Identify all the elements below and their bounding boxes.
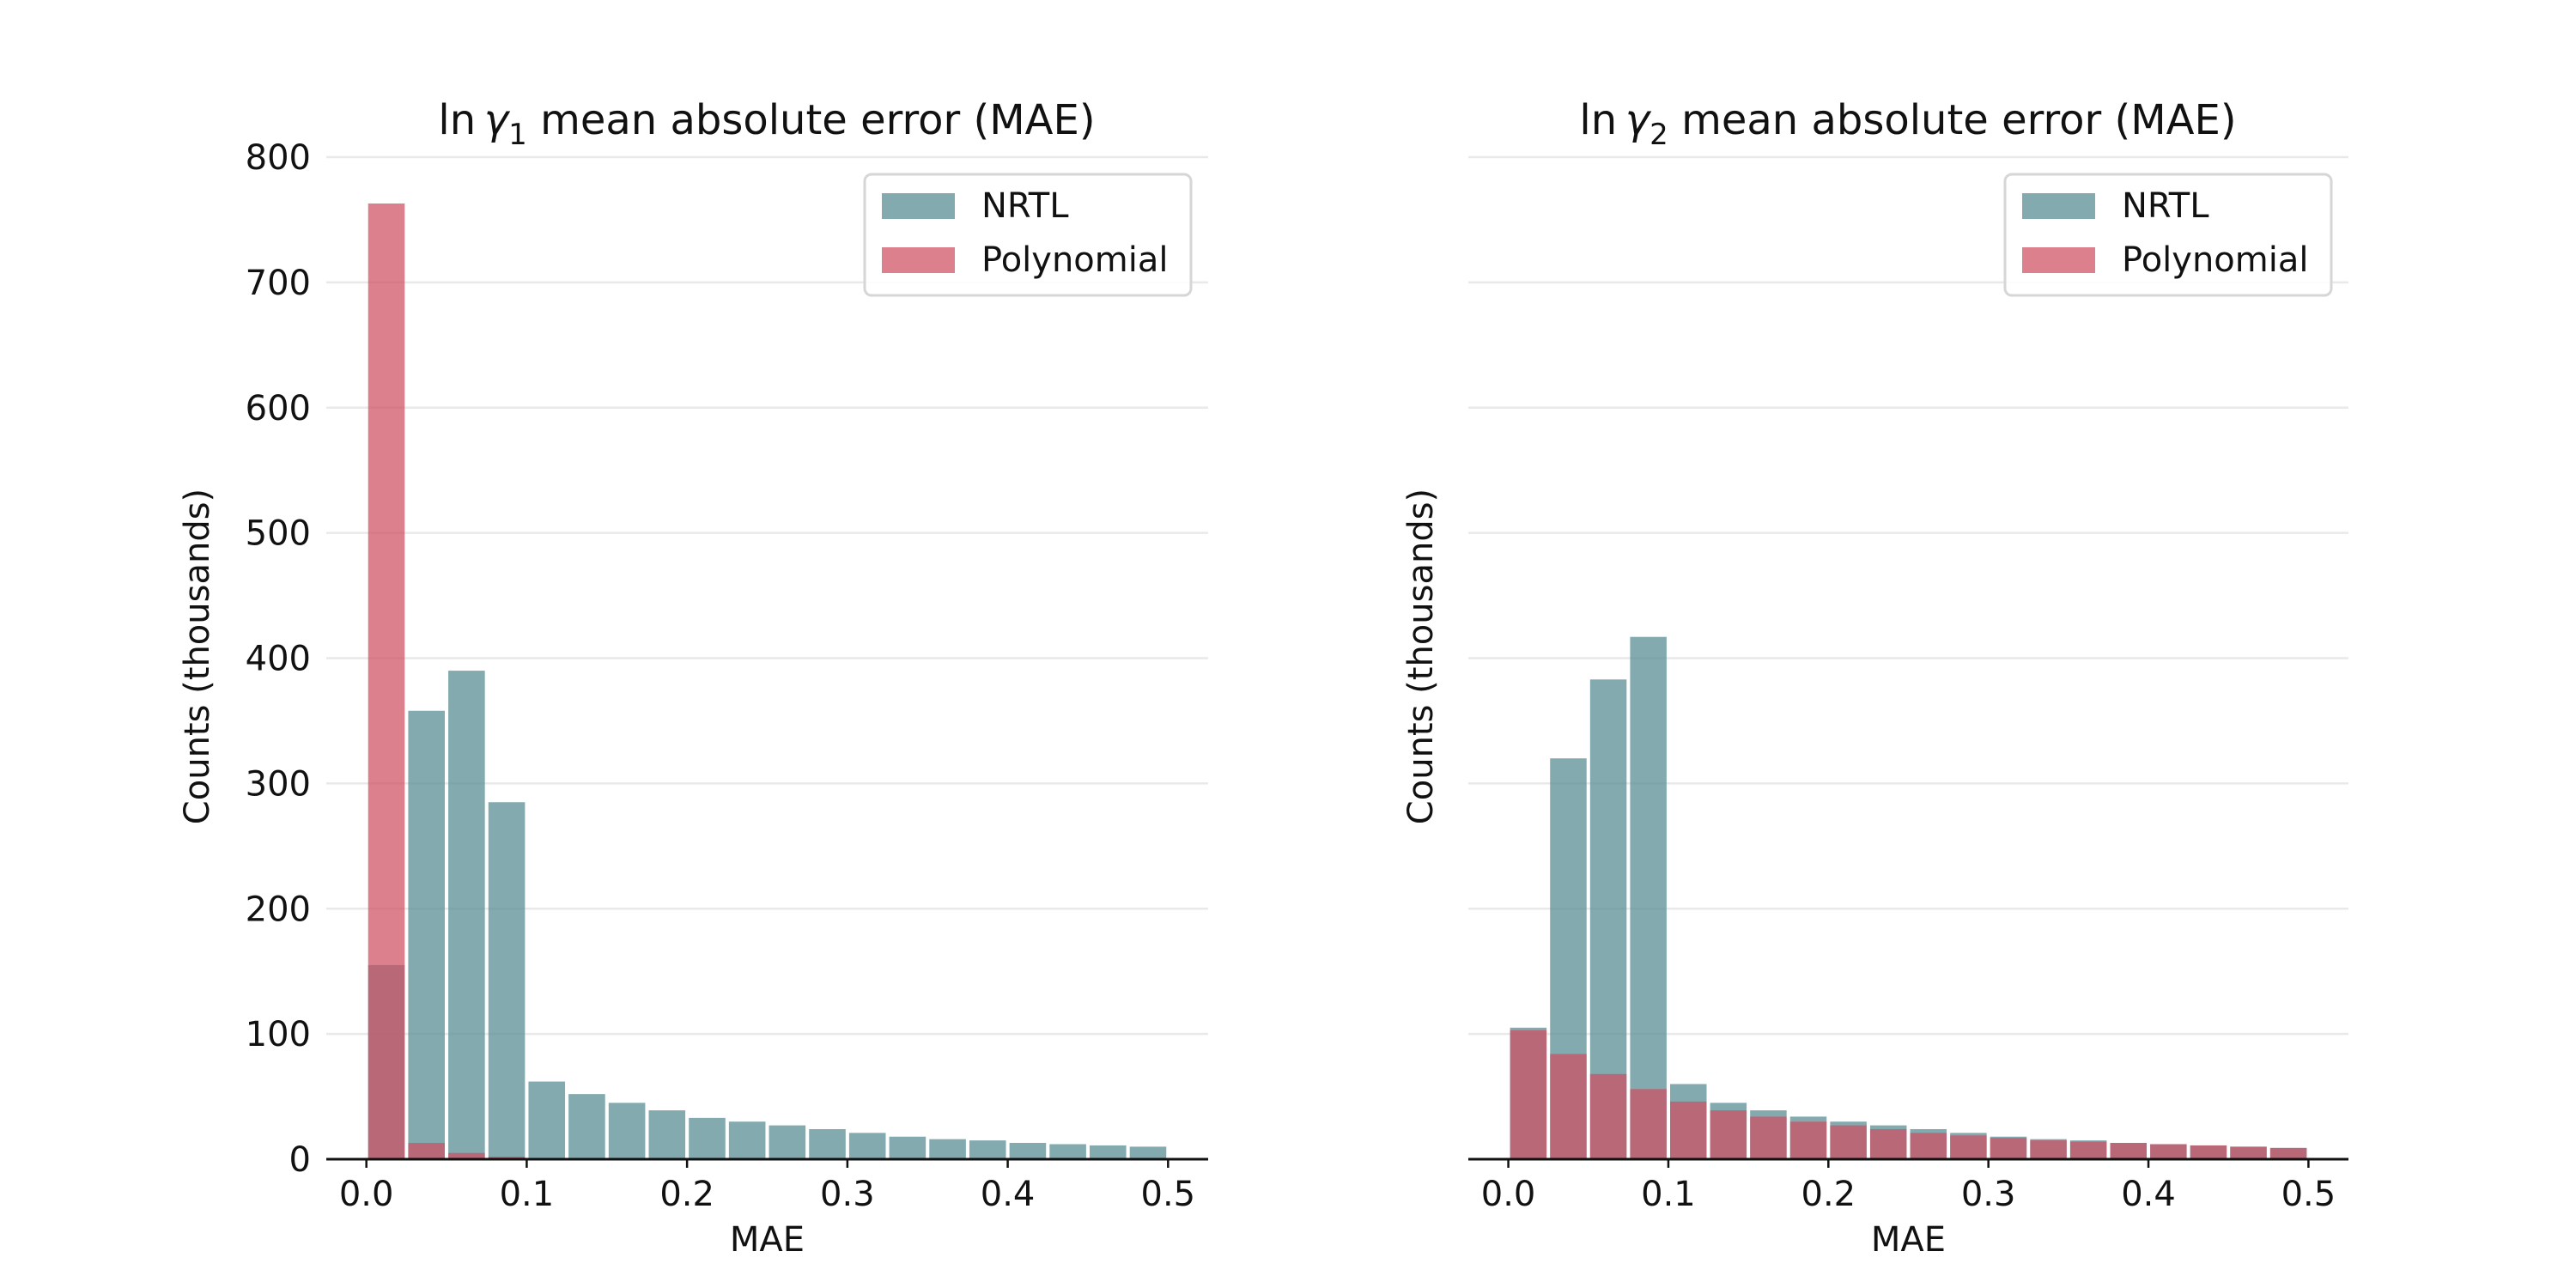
- bar-nrtl-11: [809, 1128, 846, 1159]
- title-variable: γ: [484, 96, 511, 144]
- y-tick-label: 300: [246, 764, 311, 804]
- y-axis-label: Counts (thousands): [1401, 489, 1441, 824]
- bar-nrtl-1: [408, 710, 445, 1159]
- x-tick-label: 0.5: [2281, 1175, 2336, 1214]
- bar-polynomial-12: [1990, 1138, 2027, 1159]
- bar-nrtl-3: [1630, 636, 1667, 1159]
- x-tick-label: 0.2: [1801, 1175, 1856, 1214]
- bar-polynomial-19: [2269, 1147, 2307, 1159]
- bar-nrtl-6: [608, 1103, 646, 1159]
- legend-swatch-polynomial: [882, 247, 955, 273]
- legend-label: Polynomial: [2122, 240, 2308, 280]
- legend-swatch-nrtl: [882, 193, 955, 219]
- bar-polynomial-7: [1789, 1121, 1827, 1159]
- bar-nrtl-4: [528, 1081, 566, 1159]
- chart-panel-left: 0.0 0.1 0.2 0.3 0.4 0.5 0 100 200 300 400 500 600 700…: [178, 96, 1208, 1260]
- bar-polynomial-18: [2230, 1146, 2267, 1159]
- legend-label: NRTL: [2122, 186, 2209, 226]
- chart-title: ln γ2 mean absolute error (MAE): [1579, 96, 2236, 152]
- bar-nrtl-7: [648, 1110, 686, 1159]
- bar-nrtl-10: [769, 1125, 806, 1159]
- y-tick-label: 100: [246, 1015, 311, 1054]
- bar-polynomial-13: [2030, 1140, 2067, 1159]
- bar-nrtl-15: [969, 1140, 1006, 1159]
- title-suffix: mean absolute error (MAE): [527, 96, 1096, 144]
- bar-polynomial-15: [2110, 1143, 2147, 1159]
- title-variable: γ: [1625, 96, 1652, 144]
- x-tick-label: 0.4: [981, 1175, 1036, 1214]
- bar-nrtl-5: [568, 1094, 605, 1159]
- legend-swatch-nrtl: [2022, 193, 2095, 219]
- y-tick-label: 400: [246, 640, 311, 679]
- chart-title: ln γ1 mean absolute error (MAE): [438, 96, 1095, 152]
- bar-polynomial-10: [1910, 1133, 1947, 1159]
- legend-label: Polynomial: [981, 240, 1168, 280]
- y-tick-label: 800: [246, 138, 311, 178]
- bar-nrtl-18: [1090, 1145, 1127, 1159]
- x-tick-label: 0.1: [1641, 1175, 1696, 1214]
- title-prefix: ln: [438, 96, 483, 144]
- x-tick-label: 0.2: [659, 1175, 714, 1214]
- title-prefix: ln: [1579, 96, 1625, 144]
- bar-nrtl-12: [848, 1133, 886, 1159]
- bar-polynomial-0: [368, 203, 405, 1159]
- bar-polynomial-9: [1869, 1128, 1907, 1159]
- bar-polynomial-0: [1510, 1030, 1547, 1159]
- x-tick-label: 0.0: [1481, 1175, 1536, 1214]
- bar-polynomial-2: [448, 1152, 485, 1159]
- legend: NRTL Polynomial: [2003, 173, 2333, 297]
- y-tick-label: 0: [289, 1140, 311, 1180]
- x-axis-label: MAE: [1871, 1220, 1946, 1260]
- bar-polynomial-3: [1630, 1089, 1667, 1159]
- y-tick-label: 600: [246, 389, 311, 428]
- x-tick-label: 0.3: [820, 1175, 875, 1214]
- bar-polynomial-14: [2069, 1141, 2107, 1159]
- y-tick-label: 500: [246, 514, 311, 554]
- x-tick-label: 0.4: [2121, 1175, 2176, 1214]
- bar-polynomial-16: [2150, 1144, 2187, 1159]
- title-suffix: mean absolute error (MAE): [1668, 96, 2237, 144]
- x-tick-label: 0.0: [339, 1175, 394, 1214]
- x-tick-label: 0.3: [1961, 1175, 2016, 1214]
- bar-nrtl-8: [689, 1117, 726, 1159]
- y-axis-label: Counts (thousands): [178, 489, 217, 824]
- y-tick-label: 200: [246, 890, 311, 929]
- bar-polynomial-4: [1670, 1101, 1707, 1159]
- bar-polynomial-11: [1950, 1135, 1987, 1159]
- bar-polynomial-2: [1589, 1073, 1627, 1159]
- bar-nrtl-16: [1009, 1143, 1047, 1159]
- legend-swatch-polynomial: [2022, 247, 2095, 273]
- bar-nrtl-19: [1129, 1146, 1167, 1159]
- bar-polynomial-1: [1550, 1054, 1587, 1159]
- bar-polynomial-5: [1710, 1110, 1747, 1159]
- bar-polynomial-1: [408, 1143, 445, 1159]
- bar-nrtl-17: [1049, 1144, 1086, 1159]
- x-axis-label: MAE: [730, 1220, 805, 1260]
- bar-nrtl-14: [929, 1139, 966, 1159]
- bar-nrtl-2: [448, 671, 485, 1159]
- x-tick-label: 0.5: [1141, 1175, 1196, 1214]
- bar-nrtl-3: [488, 802, 526, 1159]
- bar-nrtl-13: [889, 1136, 927, 1159]
- title-subscript: 1: [508, 118, 527, 152]
- x-tick-label: 0.1: [500, 1175, 555, 1214]
- bar-nrtl-9: [728, 1121, 766, 1159]
- bar-polynomial-17: [2190, 1145, 2227, 1159]
- y-tick-label: 700: [246, 264, 311, 303]
- title-subscript: 2: [1649, 118, 1668, 152]
- chart-panel-right: 0.0 0.1 0.2 0.3 0.4 0.5 MAE Counts (thousands) l…: [1401, 96, 2348, 1260]
- bar-polynomial-8: [1830, 1125, 1867, 1159]
- legend-label: NRTL: [981, 186, 1069, 226]
- bar-polynomial-6: [1750, 1116, 1787, 1159]
- legend: NRTL Polynomial: [863, 173, 1193, 297]
